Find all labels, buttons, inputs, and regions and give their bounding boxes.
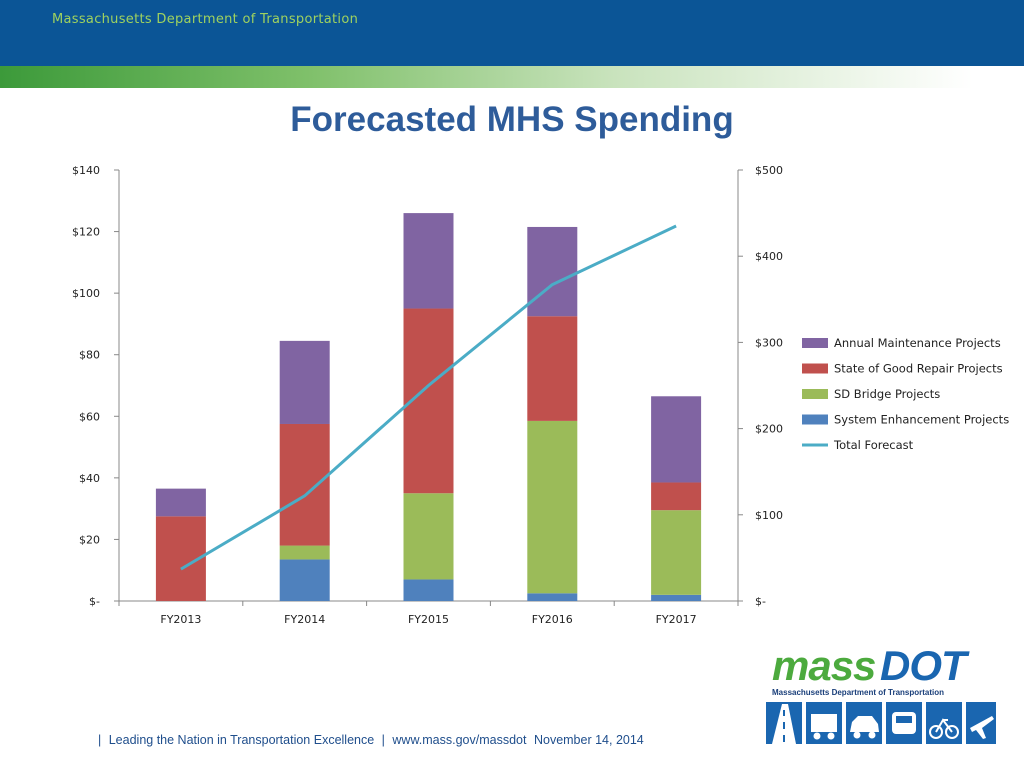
bar-system-enhancement-projects [651,594,702,601]
airplane-icon [966,702,996,744]
header-bar: Massachusetts Department of Transportati… [0,0,1024,66]
logo-word-dot: DOT [880,642,967,689]
bar-annual-maintenance-projects [651,396,702,483]
organization-name: Massachusetts Department of Transportati… [52,12,359,27]
bar-state-of-good-repair-projects [651,482,702,511]
logo-subtitle: Massachusetts Department of Transportati… [772,688,945,697]
left-y-tick-label: $80 [79,349,100,362]
bar-state-of-good-repair-projects [279,423,330,546]
bar-system-enhancement-projects [279,559,330,601]
truck-icon [806,702,842,744]
footer-url[interactable]: www.mass.gov/massdot [392,733,527,747]
road-icon [766,702,802,744]
legend-label: State of Good Repair Projects [834,362,1003,376]
bar-annual-maintenance-projects [279,340,330,424]
spending-chart: $- $20 $40 $60 $80 $100 $120 $140 $- $100 $200 $300… [72,164,1009,626]
logo-word-mass: mass [772,642,876,689]
x-tick-label: FY2016 [532,613,573,626]
header-gradient-stripe [0,66,1024,88]
massdot-logo: mass DOT Massachusetts Department of Tra… [758,642,1002,746]
left-y-tick-label: $20 [79,533,100,546]
slide-title: Forecasted MHS Spending [290,100,734,139]
car-icon [846,702,882,744]
footer: | Leading the Nation in Transportation E… [98,733,648,747]
right-y-tick-label: $100 [755,509,783,522]
legend-label: SD Bridge Projects [834,387,940,401]
x-tick-label: FY2015 [408,613,449,626]
bar-state-of-good-repair-projects [527,316,578,421]
bar-sd-bridge-projects [279,545,330,560]
bar-annual-maintenance-projects [155,488,206,517]
footer-date: November 14, 2014 [533,733,644,747]
legend-label: Annual Maintenance Projects [834,336,1001,350]
legend-swatch [802,389,828,399]
bar-annual-maintenance-projects [403,213,454,309]
x-tick-label: FY2013 [160,613,201,626]
left-y-tick-label: $60 [79,410,100,423]
footer-separator: | [381,733,385,747]
bar-sd-bridge-projects [651,510,702,595]
bar-annual-maintenance-projects [527,226,578,317]
bar-system-enhancement-projects [403,579,454,601]
legend-label: System Enhancement Projects [834,413,1009,427]
train-icon [886,702,922,744]
legend-label: Total Forecast [833,438,914,452]
bar-sd-bridge-projects [527,420,578,594]
footer-tagline: Leading the Nation in Transportation Exc… [108,733,375,747]
bar-system-enhancement-projects [527,593,578,601]
legend-swatch [802,338,828,348]
left-y-tick-label: $120 [72,226,100,239]
right-y-tick-label: $500 [755,164,783,177]
transport-icons [766,702,996,744]
right-y-tick-label: $300 [755,336,783,349]
left-y-tick-label: $140 [72,164,100,177]
legend-swatch [802,414,828,425]
footer-separator: | [98,733,102,747]
left-y-tick-label: $100 [72,287,100,300]
legend-swatch [802,363,828,374]
x-tick-label: FY2017 [656,613,697,626]
total-forecast-line [180,224,677,571]
left-y-tick-label: $40 [79,472,100,485]
x-tick-label: FY2014 [284,613,325,626]
right-y-tick-label: $- [755,595,766,608]
bar-sd-bridge-projects [403,493,454,580]
right-y-tick-label: $200 [755,423,783,436]
left-y-tick-label: $- [89,595,100,608]
right-y-tick-label: $400 [755,250,783,263]
bicycle-icon [926,702,962,744]
